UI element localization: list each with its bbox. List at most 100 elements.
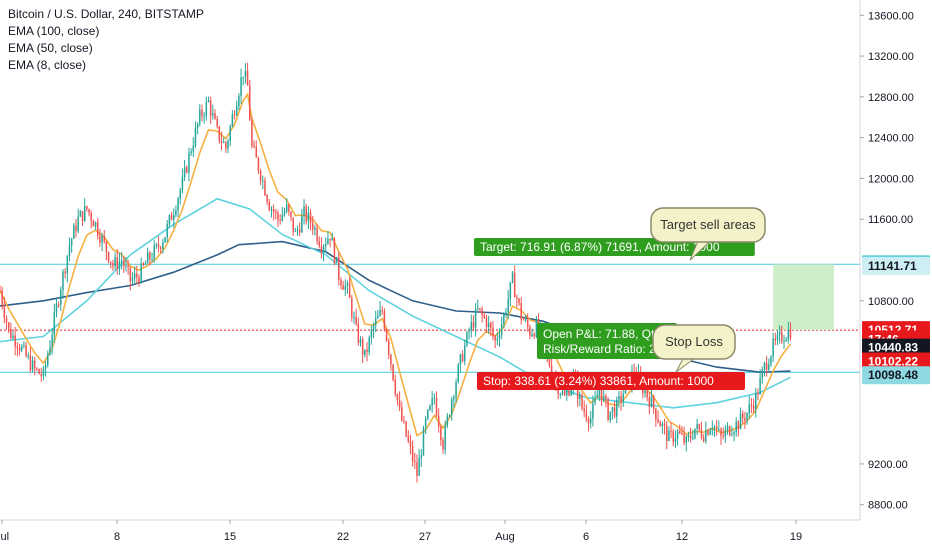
candle-body bbox=[127, 265, 129, 268]
candle-body bbox=[618, 396, 620, 401]
candle-body bbox=[1, 290, 3, 305]
candle-body bbox=[112, 263, 114, 267]
candle-body bbox=[162, 242, 164, 249]
candle-body bbox=[503, 314, 505, 325]
candle-body bbox=[485, 317, 488, 328]
candle-body bbox=[685, 436, 688, 443]
candle-body bbox=[422, 427, 425, 456]
candle-body bbox=[644, 390, 646, 394]
candle-body bbox=[750, 404, 753, 406]
candle-body bbox=[620, 396, 622, 402]
candle-body bbox=[692, 438, 694, 440]
candle-body bbox=[657, 419, 659, 423]
time-tick-label: Aug bbox=[495, 531, 515, 543]
candle-body bbox=[416, 462, 418, 476]
candle-body bbox=[598, 388, 601, 395]
candles bbox=[0, 62, 792, 483]
candle-body bbox=[398, 400, 401, 408]
candle-body bbox=[401, 407, 403, 421]
candle-body bbox=[342, 285, 344, 290]
candle-body bbox=[311, 223, 314, 230]
candle-body bbox=[602, 395, 605, 401]
time-tick-label: 19 bbox=[790, 531, 802, 543]
candle-body bbox=[674, 438, 677, 442]
candle-body bbox=[181, 177, 184, 191]
candle-body bbox=[418, 458, 420, 476]
time-tick-label: 22 bbox=[337, 531, 349, 543]
candle-body bbox=[229, 126, 231, 141]
candle-body bbox=[207, 100, 210, 102]
candle-body bbox=[170, 215, 173, 220]
candle-body bbox=[731, 434, 733, 436]
candle-body bbox=[533, 334, 536, 337]
candle-body bbox=[116, 257, 119, 269]
candle-body bbox=[296, 229, 299, 231]
candle-body bbox=[611, 407, 614, 412]
candle-body bbox=[585, 411, 588, 419]
candle-body bbox=[335, 256, 338, 263]
price-tag-bg bbox=[862, 338, 930, 357]
candle-body bbox=[361, 339, 364, 355]
candle-body bbox=[739, 413, 742, 430]
candle-body bbox=[301, 215, 303, 233]
candle-body bbox=[36, 368, 38, 370]
candle-body bbox=[427, 409, 429, 419]
candle-body bbox=[309, 212, 312, 224]
candle-body bbox=[516, 297, 518, 299]
candle-body bbox=[757, 392, 759, 395]
candle-body bbox=[385, 329, 388, 341]
candle-body bbox=[405, 421, 407, 437]
candle-body bbox=[272, 209, 275, 213]
candle-body bbox=[770, 356, 772, 365]
candle-body bbox=[409, 441, 412, 447]
candle-body bbox=[188, 153, 190, 173]
candle-body bbox=[329, 238, 331, 241]
price-tag: 10102.22 bbox=[862, 352, 930, 371]
candle-body bbox=[548, 353, 551, 366]
candle-body bbox=[318, 241, 321, 247]
candle-body bbox=[38, 369, 40, 374]
price-tag-text: 10102.22 bbox=[868, 354, 918, 368]
candle-body bbox=[138, 277, 140, 283]
candle-body bbox=[789, 329, 792, 338]
candle-body bbox=[463, 345, 466, 362]
candle-body bbox=[768, 364, 770, 370]
candle-body bbox=[529, 326, 531, 336]
candle-body bbox=[377, 315, 379, 319]
candle-body bbox=[257, 157, 260, 172]
candle-body bbox=[281, 214, 284, 221]
candle-body bbox=[220, 140, 223, 143]
price-tick-label: 13600.00 bbox=[868, 10, 914, 22]
candle-body bbox=[724, 430, 727, 437]
callout-target-text: Target sell areas bbox=[660, 217, 756, 232]
legend-ema8: EMA (8, close) bbox=[8, 58, 87, 72]
candle-body bbox=[25, 345, 27, 357]
candle-body bbox=[559, 394, 562, 396]
price-tag: 10098.48 bbox=[862, 366, 930, 385]
candle-body bbox=[157, 244, 160, 248]
candle-body bbox=[407, 436, 410, 442]
candle-body bbox=[251, 120, 253, 146]
candle-body bbox=[429, 405, 431, 410]
candle-body bbox=[776, 334, 779, 341]
candle-body bbox=[448, 415, 451, 417]
candle-body bbox=[372, 325, 375, 331]
candle-body bbox=[164, 237, 166, 243]
candle-body bbox=[83, 206, 86, 221]
candle-body bbox=[526, 319, 529, 327]
candle-body bbox=[431, 398, 433, 406]
candle-body bbox=[446, 416, 449, 426]
candle-body bbox=[609, 411, 612, 420]
candle-body bbox=[125, 265, 127, 267]
candle-body bbox=[23, 345, 25, 347]
candle-body bbox=[316, 227, 318, 242]
candle-body bbox=[650, 396, 653, 407]
candle-body bbox=[242, 76, 244, 78]
time-tick-label: 27 bbox=[419, 531, 431, 543]
candle-body bbox=[702, 437, 705, 442]
candle-body bbox=[16, 346, 19, 348]
candle-body bbox=[490, 322, 492, 329]
candle-body bbox=[531, 334, 533, 336]
